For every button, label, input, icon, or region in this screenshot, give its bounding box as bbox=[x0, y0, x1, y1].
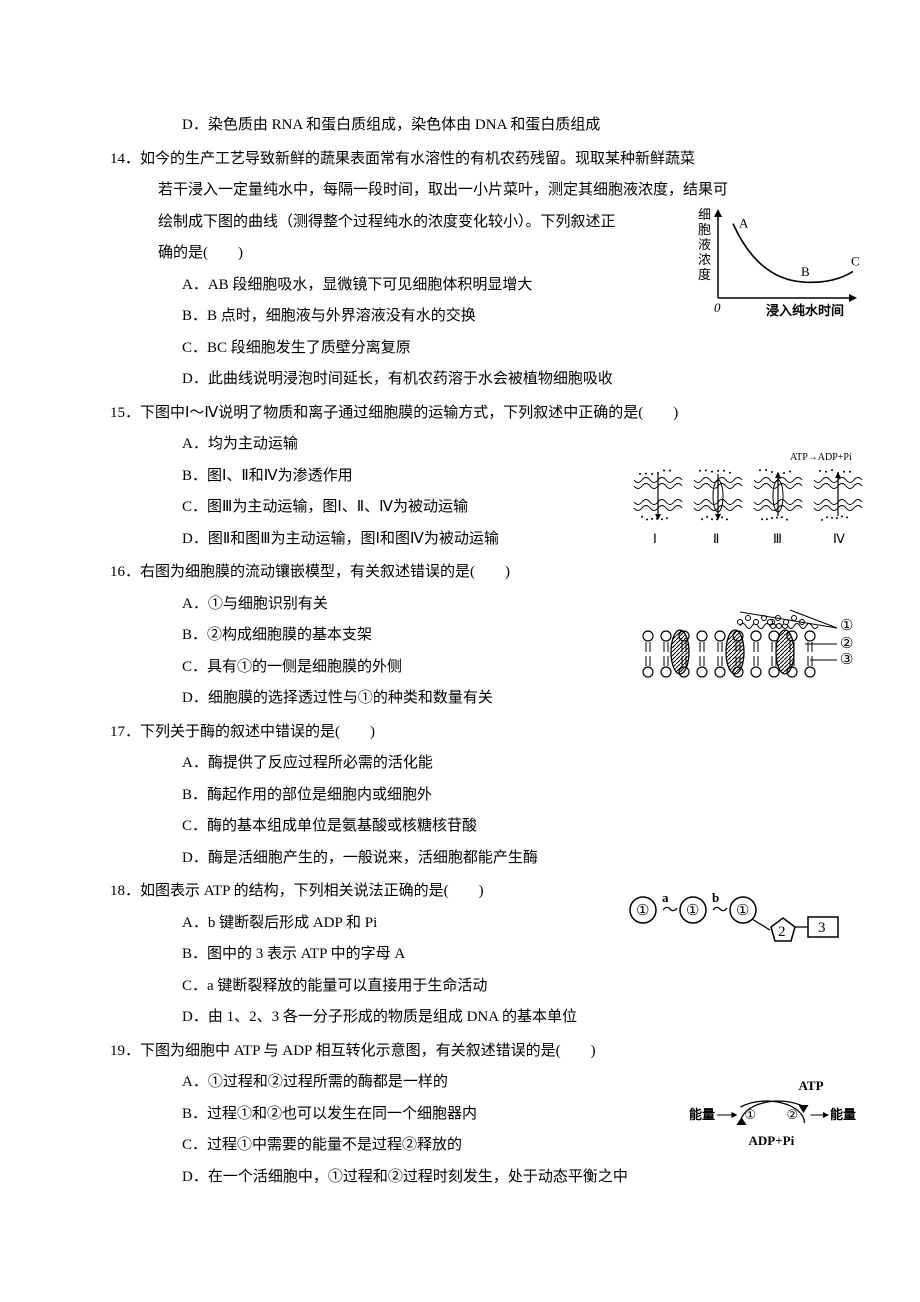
q16-stem: 16．右图为细胞膜的流动镶嵌模型，有关叙述错误的是( ) bbox=[110, 557, 770, 589]
svg-text:A: A bbox=[739, 216, 749, 231]
svg-text:2: 2 bbox=[778, 924, 786, 940]
q14-option-b: B．B 点时，细胞液与外界溶液没有水的交换 bbox=[110, 301, 770, 333]
q17-option-a: A．酶提供了反应过程所必需的活化能 bbox=[110, 748, 770, 780]
svg-text:②: ② bbox=[787, 1107, 799, 1122]
q18-option-d: D．由 1、2、3 各一分子形成的物质是组成 DNA 的基本单位 bbox=[110, 1002, 770, 1034]
svg-text:3: 3 bbox=[818, 920, 826, 936]
svg-text:Ⅳ: Ⅳ bbox=[833, 531, 845, 545]
svg-text:①: ① bbox=[636, 903, 649, 919]
q18-option-c: C．a 键断裂释放的能量可以直接用于生命活动 bbox=[110, 971, 770, 1003]
q14-option-d: D．此曲线说明浸泡时间延长，有机农药溶于水会被植物细胞吸收 bbox=[110, 364, 770, 396]
figure-q18: ①①①～a～b23 bbox=[625, 890, 850, 958]
q19-stem: 19．下图为细胞中 ATP 与 ADP 相互转化示意图，有关叙述错误的是( ) bbox=[110, 1036, 770, 1068]
svg-text:细: 细 bbox=[698, 207, 711, 222]
svg-text:ATP→ADP+Pi: ATP→ADP+Pi bbox=[790, 452, 852, 463]
figure-q14: A B C 细胞液浓度 0 浸入纯水时间 bbox=[690, 205, 865, 333]
svg-text:度: 度 bbox=[698, 267, 711, 282]
svg-text:能量: 能量 bbox=[830, 1107, 856, 1122]
svg-text:③: ③ bbox=[840, 652, 853, 668]
q19-option-c: C．过程①中需要的能量不是过程②释放的 bbox=[110, 1130, 770, 1162]
q17-stem: 17．下列关于酶的叙述中错误的是( ) bbox=[110, 717, 770, 749]
q19-option-b: B．过程①和②也可以发生在同一个细胞器内 bbox=[110, 1099, 770, 1131]
q17-option-d: D．酶是活细胞产生的，一般说来，活细胞都能产生酶 bbox=[110, 843, 770, 875]
svg-text:a: a bbox=[662, 890, 669, 905]
svg-text:b: b bbox=[712, 890, 719, 905]
q14-stem-line1: 14．如今的生产工艺导致新鲜的蔬果表面常有水溶性的有机农药残留。现取某种新鲜蔬菜 bbox=[110, 144, 770, 176]
q14-stem-line2: 若干浸入一定量纯水中，每隔一段时间，取出一小片菜叶，测定其细胞液浓度，结果可 bbox=[110, 175, 770, 207]
svg-text:Ⅰ: Ⅰ bbox=[653, 531, 657, 545]
svg-text:0: 0 bbox=[714, 300, 721, 315]
svg-text:能量: 能量 bbox=[689, 1107, 715, 1122]
q17-option-c: C．酶的基本组成单位是氨基酸或核糖核苷酸 bbox=[110, 811, 770, 843]
svg-text:Ⅱ: Ⅱ bbox=[713, 531, 719, 545]
svg-text:B: B bbox=[801, 264, 810, 279]
q14-option-c: C．BC 段细胞发生了质壁分离复原 bbox=[110, 333, 770, 365]
svg-text:ATP: ATP bbox=[799, 1078, 824, 1093]
svg-text:液: 液 bbox=[698, 237, 711, 252]
svg-text:①: ① bbox=[686, 903, 699, 919]
figure-q19: ① ②ATP ADP+Pi 能量 能量 bbox=[685, 1078, 860, 1161]
svg-text:①: ① bbox=[736, 903, 749, 919]
q19-option-d: D．在一个活细胞中，①过程和②过程时刻发生，处于动态平衡之中 bbox=[110, 1162, 770, 1194]
q13-option-d: D．染色质由 RNA 和蛋白质组成，染色体由 DNA 和蛋白质组成 bbox=[110, 110, 770, 142]
svg-text:②: ② bbox=[840, 636, 853, 652]
figure-q15: ATP→ADP+Pi Ⅰ Ⅱ Ⅲ Ⅳ bbox=[630, 450, 865, 558]
svg-text:胞: 胞 bbox=[698, 222, 711, 237]
svg-text:ADP+Pi: ADP+Pi bbox=[749, 1133, 795, 1148]
svg-text:Ⅲ: Ⅲ bbox=[773, 531, 782, 545]
q15-stem: 15．下图中Ⅰ～Ⅳ说明了物质和离子通过细胞膜的运输方式，下列叙述中正确的是( ) bbox=[110, 398, 770, 430]
svg-text:①: ① bbox=[745, 1107, 757, 1122]
svg-text:C: C bbox=[851, 253, 860, 268]
q14-option-a: A．AB 段细胞吸水，显微镜下可见细胞体积明显增大 bbox=[110, 270, 770, 302]
q14-stem-line3: 绘制成下图的曲线（测得整个过程纯水的浓度变化较小）。下列叙述正 bbox=[110, 207, 770, 239]
q17-option-b: B．酶起作用的部位是细胞内或细胞外 bbox=[110, 780, 770, 812]
svg-text:①: ① bbox=[840, 618, 853, 634]
figure-q16: ① ②③ bbox=[640, 600, 865, 698]
svg-text:浸入纯水时间: 浸入纯水时间 bbox=[766, 303, 844, 318]
q19-option-a: A．①过程和②过程所需的酶都是一样的 bbox=[110, 1067, 770, 1099]
q14-stem-line4: 确的是( ) bbox=[110, 238, 770, 270]
svg-text:浓: 浓 bbox=[698, 252, 711, 267]
